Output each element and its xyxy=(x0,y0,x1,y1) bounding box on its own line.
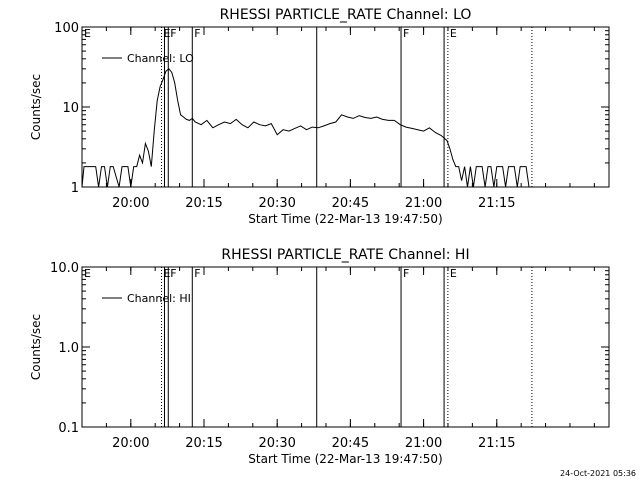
chart-title: RHESSI PARTICLE_RATE Channel: LO xyxy=(220,7,472,23)
y-axis-label: Counts/sec xyxy=(29,74,43,140)
y-tick-label: 1 xyxy=(71,181,79,196)
y-tick-label: 1.0 xyxy=(58,341,79,356)
event-marker-label: E xyxy=(450,267,457,280)
x-tick-label: 20:45 xyxy=(332,196,369,211)
x-axis-label: Start Time (22-Mar-13 19:47:50) xyxy=(248,212,442,226)
event-marker-label: E xyxy=(450,27,457,40)
event-marker-label: F xyxy=(194,267,200,280)
y-tick-label: 10 xyxy=(62,101,79,116)
event-marker-label: F xyxy=(403,27,409,40)
chart-title: RHESSI PARTICLE_RATE Channel: HI xyxy=(221,247,469,263)
legend-label: Channel: LO xyxy=(127,52,194,65)
y-axis-label: Counts/sec xyxy=(29,314,43,380)
x-tick-label: 20:30 xyxy=(258,196,295,211)
x-tick-label: 20:15 xyxy=(185,436,222,451)
chart-panel-0: RHESSI PARTICLE_RATE Channel: LO Counts/s… xyxy=(29,7,610,226)
x-axis-label: Start Time (22-Mar-13 19:47:50) xyxy=(248,452,442,466)
event-marker-label: F xyxy=(194,27,200,40)
event-marker-label: F xyxy=(170,27,176,40)
event-marker-label: F xyxy=(170,267,176,280)
x-tick-label: 21:15 xyxy=(478,436,515,451)
event-marker-label: E xyxy=(164,267,171,280)
legend-label: Channel: HI xyxy=(127,292,191,305)
x-tick-label: 21:00 xyxy=(405,196,442,211)
x-tick-label: 20:00 xyxy=(112,196,149,211)
footer-timestamp: 24-Oct-2021 05:36 xyxy=(560,469,636,478)
x-tick-label: 20:15 xyxy=(185,196,222,211)
y-tick-label: 10.0 xyxy=(50,261,79,276)
y-tick-label: 0.1 xyxy=(58,421,79,436)
x-tick-label: 21:15 xyxy=(478,196,515,211)
x-tick-label: 20:00 xyxy=(112,436,149,451)
marker-label-start: E xyxy=(84,267,91,280)
event-marker-label: E xyxy=(164,27,171,40)
marker-label-start: E xyxy=(84,27,91,40)
series-line-0 xyxy=(81,68,530,188)
y-tick-label: 100 xyxy=(54,21,79,36)
x-tick-label: 20:45 xyxy=(332,436,369,451)
event-marker-label: F xyxy=(403,267,409,280)
chart-panel-1: RHESSI PARTICLE_RATE Channel: HI Counts/s… xyxy=(29,247,610,466)
x-tick-label: 20:30 xyxy=(258,436,295,451)
x-tick-label: 21:00 xyxy=(405,436,442,451)
